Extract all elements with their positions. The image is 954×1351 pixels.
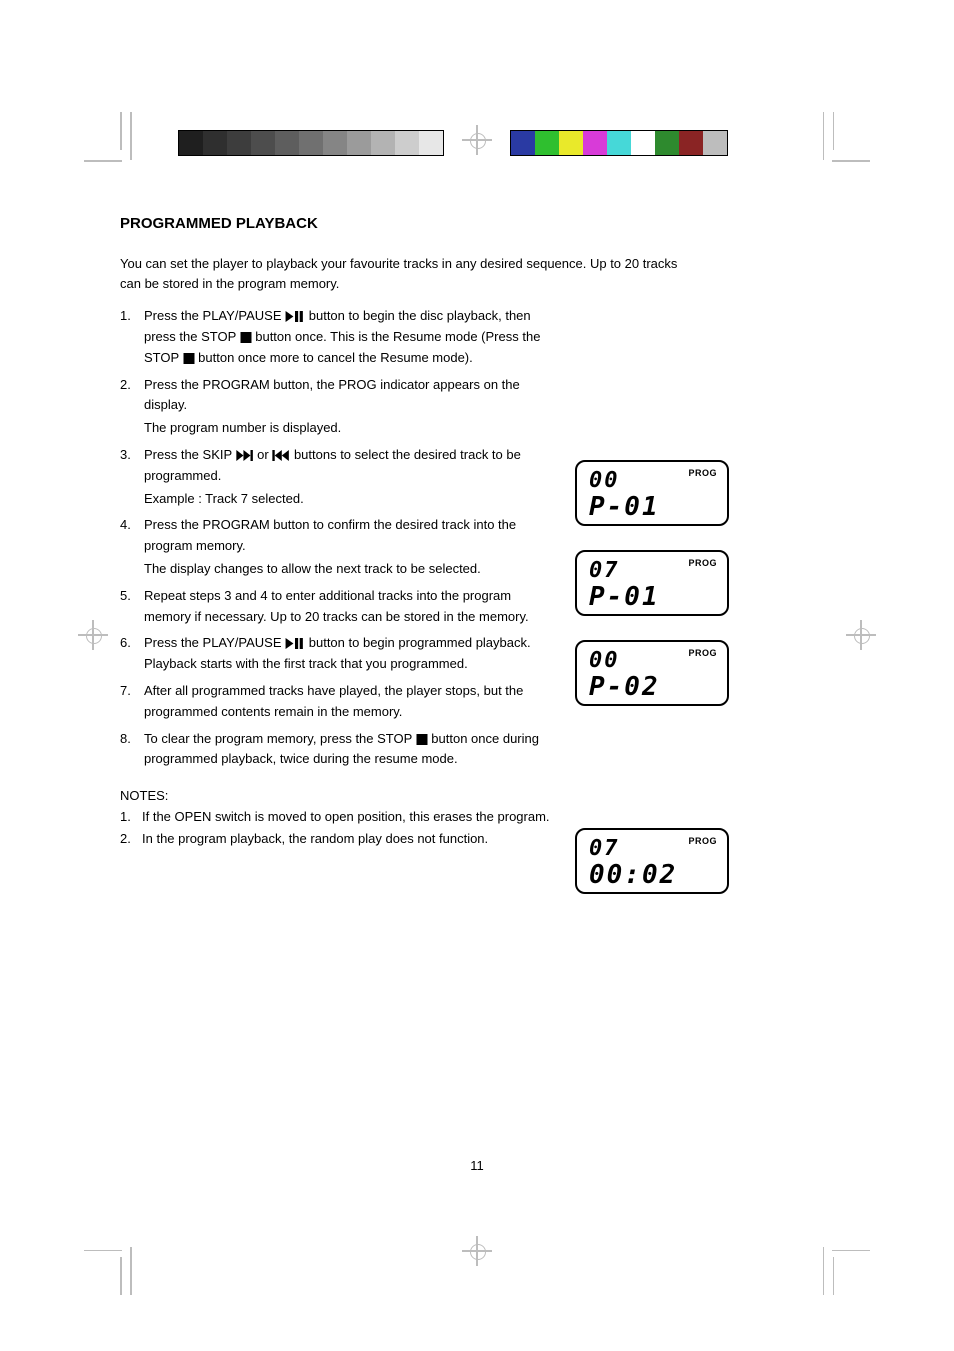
swatch	[299, 131, 323, 155]
crop-mark	[832, 1250, 870, 1252]
note-number: 2.	[120, 829, 142, 849]
step-number: 5.	[120, 586, 144, 607]
step-number: 3.	[120, 445, 144, 466]
lcd-track: 00	[589, 468, 620, 493]
crop-mark	[84, 1250, 122, 1252]
prog-indicator: PROG	[688, 836, 717, 846]
next-icon	[236, 450, 254, 461]
swatch	[535, 131, 559, 155]
crop-mark	[823, 1247, 825, 1295]
lcd-display: PROG 00 P-02	[575, 640, 729, 706]
step-item: 7.After all programmed tracks have playe…	[120, 681, 560, 723]
step-text: Press the SKIP or buttons to select the …	[144, 445, 560, 509]
section-title: PROGRAMMED PLAYBACK	[120, 215, 840, 232]
step-item: 1.Press the PLAY/PAUSE button to begin t…	[120, 306, 560, 368]
crop-mark	[833, 112, 835, 150]
swatch	[631, 131, 655, 155]
crop-mark	[823, 112, 825, 160]
step-note: The program number is displayed.	[144, 418, 560, 439]
crop-mark	[130, 1247, 132, 1295]
note-item: 1.If the OPEN switch is moved to open po…	[120, 807, 680, 827]
step-text: Press the PROGRAM button, the PROG indic…	[144, 375, 560, 439]
lcd-track: 07	[589, 836, 620, 861]
lcd-time: 00:02	[589, 860, 677, 890]
step-note: Example : Track 7 selected.	[144, 489, 560, 510]
step-number: 2.	[120, 375, 144, 396]
step-text: Press the PLAY/PAUSE button to begin pro…	[144, 633, 560, 675]
prog-indicator: PROG	[688, 648, 717, 658]
stop-icon	[416, 734, 428, 745]
step-text: Press the PROGRAM button to confirm the …	[144, 515, 560, 579]
lcd-display: PROG 07 00:02	[575, 828, 729, 894]
swatch	[347, 131, 371, 155]
step-note: The display changes to allow the next tr…	[144, 559, 560, 580]
stop-icon	[240, 332, 252, 343]
swatch	[179, 131, 203, 155]
lcd-program: P-01	[589, 492, 660, 522]
crop-mark	[130, 112, 132, 160]
step-item: 8.To clear the program memory, press the…	[120, 729, 560, 771]
swatch	[559, 131, 583, 155]
prog-indicator: PROG	[688, 468, 717, 478]
step-number: 1.	[120, 306, 144, 327]
play-pause-icon	[285, 311, 305, 322]
color-calibration-bar	[510, 130, 728, 156]
lcd-display: PROG 00 P-01	[575, 460, 729, 526]
swatch	[275, 131, 299, 155]
page-number: 11	[0, 1158, 954, 1173]
lcd-program: P-02	[589, 672, 660, 702]
registration-mark	[462, 125, 492, 155]
step-number: 4.	[120, 515, 144, 536]
swatch	[395, 131, 419, 155]
registration-mark	[78, 620, 108, 650]
stop-icon	[183, 353, 195, 364]
step-text: Repeat steps 3 and 4 to enter additional…	[144, 586, 560, 628]
prev-icon	[272, 450, 290, 461]
swatch	[655, 131, 679, 155]
lcd-track: 00	[589, 648, 620, 673]
notes-heading: NOTES:	[120, 788, 168, 803]
swatch	[323, 131, 347, 155]
steps-list: 1.Press the PLAY/PAUSE button to begin t…	[120, 306, 560, 770]
swatch	[419, 131, 443, 155]
crop-mark	[832, 160, 870, 162]
note-text: If the OPEN switch is moved to open posi…	[142, 807, 680, 827]
swatch	[583, 131, 607, 155]
swatch	[251, 131, 275, 155]
step-item: 4.Press the PROGRAM button to confirm th…	[120, 515, 560, 579]
play-pause-icon	[285, 638, 305, 649]
registration-mark	[462, 1236, 492, 1266]
crop-mark	[120, 1257, 122, 1295]
prog-indicator: PROG	[688, 558, 717, 568]
grayscale-calibration-bar	[178, 130, 444, 156]
step-item: 2.Press the PROGRAM button, the PROG ind…	[120, 375, 560, 439]
step-number: 6.	[120, 633, 144, 654]
lcd-program: P-01	[589, 582, 660, 612]
swatch	[511, 131, 535, 155]
step-item: 3.Press the SKIP or buttons to select th…	[120, 445, 560, 509]
swatch	[679, 131, 703, 155]
crop-mark	[120, 112, 122, 150]
lcd-track: 07	[589, 558, 620, 583]
lcd-display: PROG 07 P-01	[575, 550, 729, 616]
step-text: After all programmed tracks have played,…	[144, 681, 560, 723]
swatch	[203, 131, 227, 155]
intro-paragraph: You can set the player to playback your …	[120, 254, 680, 294]
note-number: 1.	[120, 807, 142, 827]
step-text: Press the PLAY/PAUSE button to begin the…	[144, 306, 560, 368]
swatch	[607, 131, 631, 155]
step-item: 6.Press the PLAY/PAUSE button to begin p…	[120, 633, 560, 675]
step-item: 5.Repeat steps 3 and 4 to enter addition…	[120, 586, 560, 628]
swatch	[703, 131, 727, 155]
swatch	[371, 131, 395, 155]
step-number: 7.	[120, 681, 144, 702]
crop-mark	[84, 160, 122, 162]
crop-mark	[833, 1257, 835, 1295]
registration-mark	[846, 620, 876, 650]
step-text: To clear the program memory, press the S…	[144, 729, 560, 771]
step-number: 8.	[120, 729, 144, 750]
swatch	[227, 131, 251, 155]
